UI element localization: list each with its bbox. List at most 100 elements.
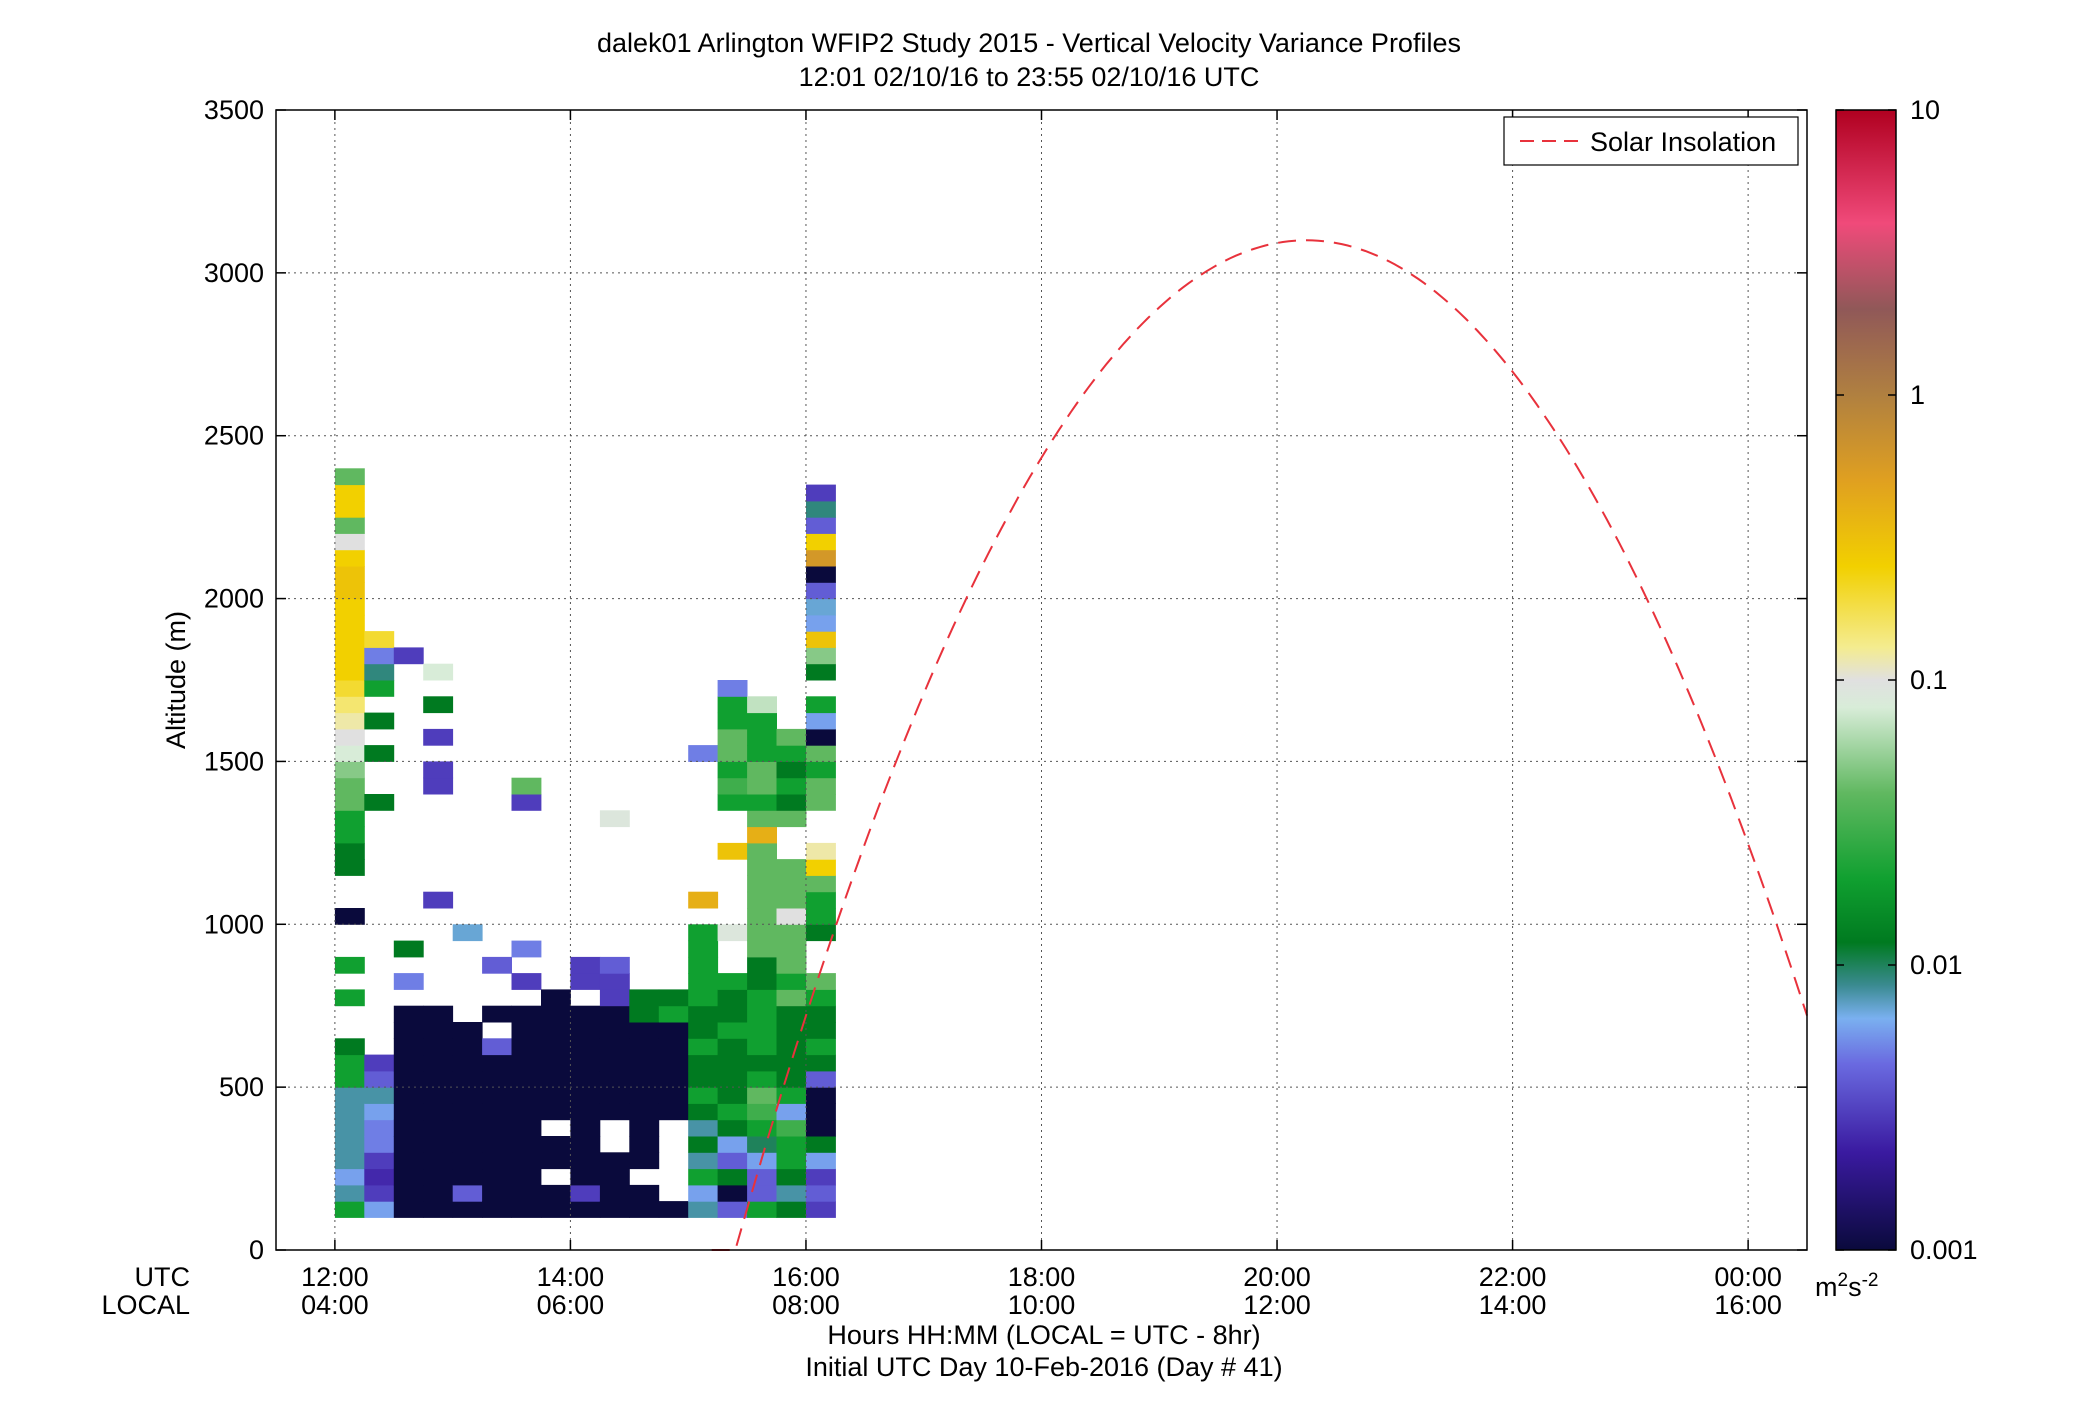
heatmap-cell bbox=[806, 1005, 836, 1023]
heatmap-cell bbox=[776, 1070, 807, 1088]
heatmap-cell bbox=[717, 1087, 748, 1104]
heatmap-cell bbox=[776, 908, 807, 925]
heatmap-cell bbox=[776, 761, 807, 779]
heatmap-cell bbox=[570, 1038, 601, 1056]
x-tick-label-utc: 12:00 bbox=[301, 1262, 369, 1292]
heatmap-cell bbox=[393, 1152, 424, 1170]
x-tick-label-utc: 22:00 bbox=[1479, 1262, 1547, 1292]
heatmap-cell bbox=[717, 1054, 748, 1072]
heatmap-cell bbox=[599, 956, 630, 974]
heatmap-cell bbox=[541, 1136, 571, 1153]
heatmap-cell bbox=[776, 989, 807, 1007]
heatmap-cell bbox=[806, 712, 836, 730]
heatmap-cell bbox=[334, 549, 365, 567]
heatmap-cell bbox=[334, 1070, 365, 1088]
heatmap-cell bbox=[806, 1119, 836, 1137]
heatmap-cell bbox=[776, 728, 807, 746]
heatmap-cell bbox=[334, 1103, 365, 1121]
heatmap-cell bbox=[334, 989, 365, 1007]
heatmap-cell bbox=[599, 1201, 630, 1218]
heatmap-cell bbox=[334, 631, 365, 648]
heatmap-cell bbox=[423, 696, 454, 714]
heatmap-cell bbox=[806, 794, 836, 811]
heatmap-cell bbox=[393, 1038, 424, 1056]
heatmap-cell bbox=[747, 1103, 777, 1121]
heatmap-cell bbox=[747, 1005, 777, 1023]
heatmap-cell bbox=[423, 1103, 454, 1121]
heatmap-cell bbox=[717, 777, 748, 795]
heatmap-cell bbox=[717, 680, 748, 697]
heatmap-cell bbox=[393, 1168, 424, 1186]
heatmap-cell bbox=[511, 1038, 542, 1056]
heatmap-cell bbox=[423, 663, 454, 681]
heatmap-cell bbox=[776, 924, 807, 942]
heatmap-cell bbox=[747, 1184, 777, 1202]
heatmap-cell bbox=[393, 940, 424, 958]
heatmap-cell bbox=[747, 1201, 777, 1218]
heatmap-cell bbox=[599, 989, 630, 1007]
heatmap-cell bbox=[541, 1038, 571, 1056]
heatmap-cell bbox=[364, 1152, 395, 1170]
heatmap-cell bbox=[482, 1136, 512, 1153]
heatmap-cell bbox=[776, 875, 807, 893]
heatmap-cell bbox=[688, 1103, 719, 1121]
heatmap-cell bbox=[423, 1070, 454, 1088]
heatmap-cell bbox=[423, 1184, 454, 1202]
heatmap-cell bbox=[717, 1136, 748, 1153]
heatmap-cell bbox=[334, 1201, 365, 1218]
heatmap-cell bbox=[511, 1201, 542, 1218]
heatmap-cell bbox=[806, 1054, 836, 1072]
heatmap-cell bbox=[334, 777, 365, 795]
heatmap-cell bbox=[806, 631, 836, 648]
heatmap-cell bbox=[570, 1054, 601, 1072]
heatmap-cell bbox=[334, 696, 365, 714]
heatmap-cell bbox=[806, 1022, 836, 1039]
heatmap-cell bbox=[658, 1038, 689, 1056]
heatmap-cell bbox=[747, 989, 777, 1007]
heatmap-cell bbox=[688, 745, 719, 762]
heatmap-cell bbox=[688, 1119, 719, 1137]
heatmap-cell bbox=[776, 745, 807, 762]
heatmap-cell bbox=[806, 777, 836, 795]
heatmap-cell bbox=[717, 745, 748, 762]
heatmap-cell bbox=[423, 1168, 454, 1186]
heatmap-cell bbox=[423, 1087, 454, 1104]
heatmap-cell bbox=[334, 517, 365, 534]
colorbar-tick-label: 0.001 bbox=[1910, 1235, 1978, 1265]
heatmap-cell bbox=[423, 1119, 454, 1137]
heatmap-cell bbox=[688, 1152, 719, 1170]
heatmap-cell bbox=[806, 500, 836, 518]
heatmap-cell bbox=[629, 1201, 660, 1218]
heatmap-cell bbox=[364, 1054, 395, 1072]
heatmap-cell bbox=[482, 1119, 512, 1137]
y-axis-label: Altitude (m) bbox=[161, 611, 191, 749]
heatmap-cell bbox=[423, 1005, 454, 1023]
y-tick-label: 2000 bbox=[204, 584, 264, 614]
heatmap-cell bbox=[364, 1103, 395, 1121]
heatmap-cell bbox=[334, 810, 365, 828]
heatmap-cell bbox=[334, 598, 365, 616]
heatmap-cell bbox=[688, 956, 719, 974]
axis-ticks: 12:0004:0014:0006:0016:0008:0018:0010:00… bbox=[204, 95, 1807, 1320]
heatmap-cell bbox=[599, 1022, 630, 1039]
heatmap-cell bbox=[393, 973, 424, 990]
heatmap-cell bbox=[717, 989, 748, 1007]
heatmap-cell bbox=[452, 1152, 483, 1170]
heatmap-cell bbox=[452, 1136, 483, 1153]
heatmap-cell bbox=[541, 1022, 571, 1039]
heatmap-cell bbox=[334, 566, 365, 583]
heatmap-cell bbox=[806, 908, 836, 925]
heatmap-cell bbox=[393, 1184, 424, 1202]
chart-title: dalek01 Arlington WFIP2 Study 2015 - Ver… bbox=[597, 28, 1461, 58]
heatmap-cell bbox=[747, 973, 777, 990]
heatmap-cell bbox=[511, 1152, 542, 1170]
heatmap-cell bbox=[747, 761, 777, 779]
heatmap-cell bbox=[364, 1168, 395, 1186]
heatmap-cell bbox=[393, 1022, 424, 1039]
legend-label: Solar Insolation bbox=[1590, 127, 1776, 157]
x-tick-label-local: 14:00 bbox=[1479, 1290, 1547, 1320]
heatmap-cell bbox=[717, 842, 748, 860]
heatmap-cell bbox=[452, 1119, 483, 1137]
heatmap-cell bbox=[776, 1201, 807, 1218]
